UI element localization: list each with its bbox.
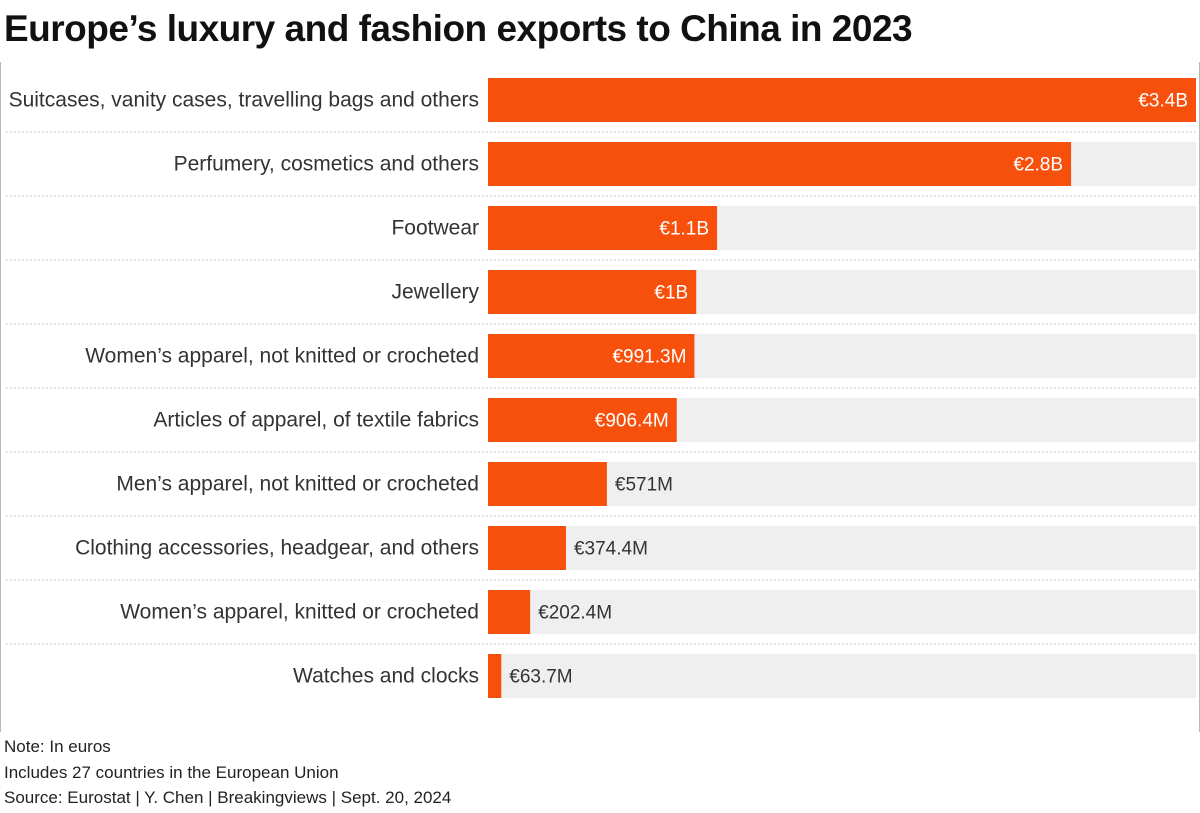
category-label: Articles of apparel, of textile fabrics — [153, 409, 479, 432]
chart-title: Europe’s luxury and fashion exports to C… — [4, 8, 913, 49]
bar-jewellery — [488, 270, 697, 314]
bar-chart: Suitcases, vanity cases, travelling bags… — [6, 78, 1196, 698]
note-scope: Includes 27 countries in the European Un… — [4, 762, 339, 782]
value-label: €3.4B — [1138, 91, 1188, 112]
bar-articles-of-apparel-of-textile-fabrics — [488, 398, 677, 442]
bar-track-watches-and-clocks — [488, 654, 1196, 698]
category-label: Suitcases, vanity cases, travelling bags… — [9, 89, 479, 112]
value-label: €991.3M — [612, 347, 686, 368]
value-label: €202.4M — [538, 603, 612, 624]
category-label: Footwear — [391, 217, 479, 240]
value-label: €1.1B — [659, 219, 709, 240]
category-label: Watches and clocks — [293, 665, 479, 688]
value-label: €1B — [654, 283, 688, 304]
bar-footwear — [488, 206, 718, 250]
category-label: Women’s apparel, knitted or crocheted — [120, 601, 479, 624]
left-border — [0, 62, 1, 732]
bar-women-s-apparel-not-knitted-or-crocheted — [488, 334, 695, 378]
bar-clothing-accessories-headgear-and-others — [488, 526, 566, 570]
value-label: €63.7M — [509, 667, 572, 688]
bar-women-s-apparel-knitted-or-crocheted — [488, 590, 531, 634]
bar-watches-and-clocks — [488, 654, 502, 698]
value-label: €906.4M — [595, 411, 669, 432]
source-line: Source: Eurostat | Y. Chen | Breakingvie… — [4, 788, 452, 807]
bar-perfumery-cosmetics-and-others — [488, 142, 1072, 186]
value-label: €2.8B — [1013, 155, 1063, 176]
category-label: Jewellery — [391, 281, 479, 304]
bar-track-clothing-accessories-headgear-and-others — [488, 526, 1196, 570]
note-units: Note: In euros — [4, 737, 111, 756]
category-label: Men’s apparel, not knitted or crocheted — [116, 473, 479, 496]
bar-track-women-s-apparel-knitted-or-crocheted — [488, 590, 1196, 634]
bar-men-s-apparel-not-knitted-or-crocheted — [488, 462, 607, 506]
value-label: €571M — [615, 475, 673, 496]
value-label: €374.4M — [574, 539, 648, 560]
bar-suitcases-vanity-cases-travelling-bags-and-others — [488, 78, 1196, 122]
chart-notes: Note: In euros Includes 27 countries in … — [4, 734, 451, 811]
category-label: Clothing accessories, headgear, and othe… — [75, 537, 479, 560]
category-label: Perfumery, cosmetics and others — [174, 153, 479, 176]
category-label: Women’s apparel, not knitted or crochete… — [85, 345, 479, 368]
